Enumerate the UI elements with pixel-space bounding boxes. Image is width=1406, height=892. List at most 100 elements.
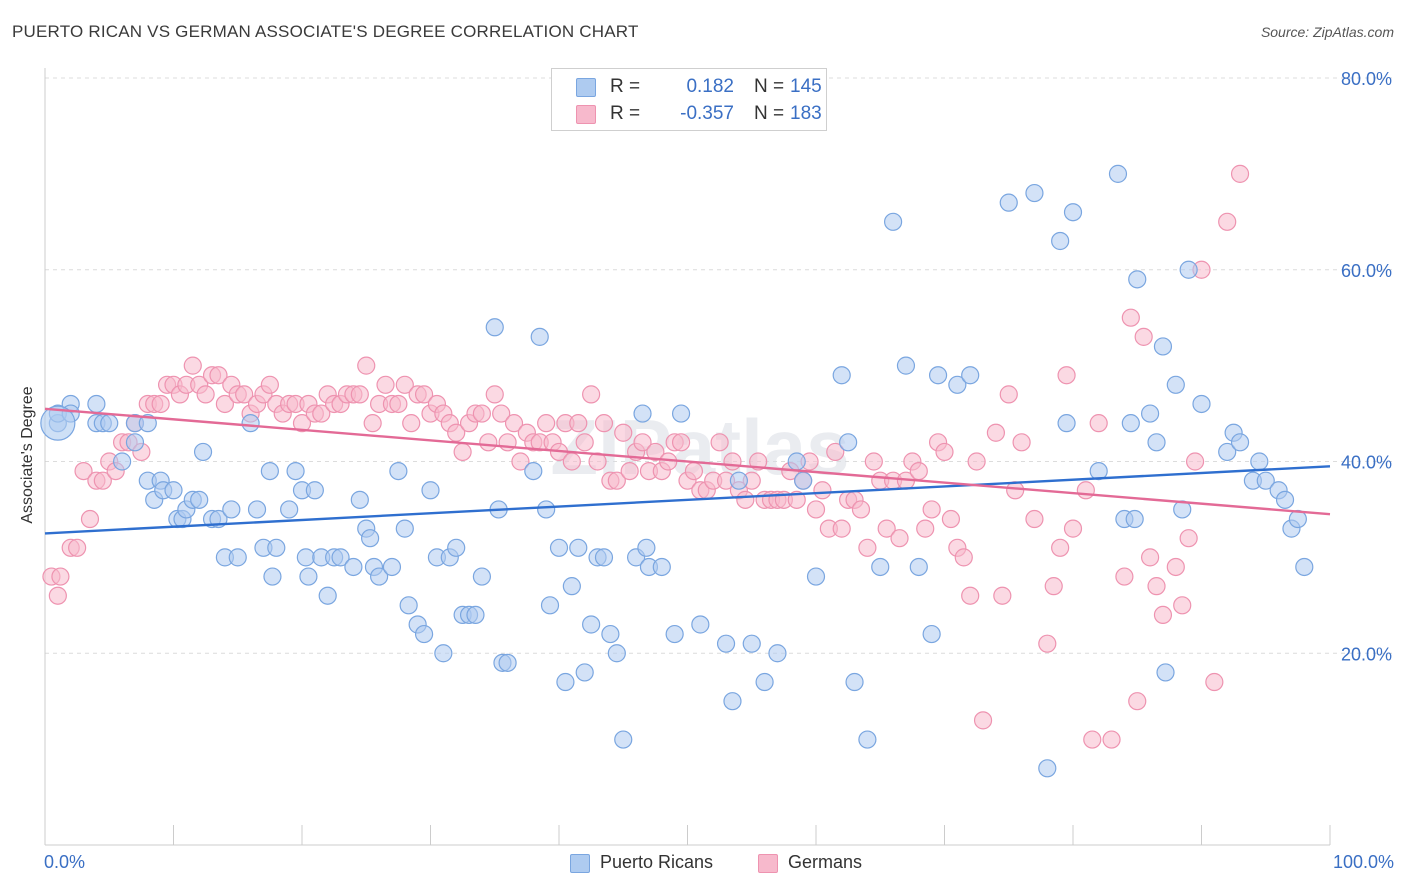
puerto-rican-point [1218, 442, 1237, 462]
puerto-rican-point [922, 624, 941, 644]
german-point [1140, 548, 1160, 567]
puerto-rican-point [1153, 337, 1173, 356]
puerto-rican-point [1147, 433, 1166, 452]
legend-label: Puerto Ricans [600, 852, 714, 872]
puerto-rican-point [466, 605, 485, 625]
german-point [376, 375, 395, 394]
german-point [993, 586, 1012, 605]
german-point [93, 471, 112, 490]
german-point [215, 394, 234, 414]
puerto-rican-point [614, 730, 633, 749]
puerto-rican-point [537, 500, 556, 519]
german-point [196, 385, 215, 404]
german-point [51, 567, 70, 586]
grid-lines [45, 77, 1392, 654]
puerto-rican-point [280, 500, 299, 519]
puerto-rican-point [100, 414, 119, 433]
german-point [511, 452, 530, 471]
german-point [986, 423, 1006, 442]
puerto-rican-point [1140, 404, 1160, 423]
german-point [492, 404, 511, 423]
puerto-rican-point [389, 461, 408, 481]
puerto-rican-point [1230, 433, 1250, 452]
puerto-rican-point [665, 624, 684, 644]
puerto-rican-point [87, 394, 106, 414]
puerto-rican-point [755, 672, 774, 692]
puerto-rican-point [768, 644, 787, 663]
german-point [1166, 557, 1185, 577]
puerto-rican-point [1275, 490, 1295, 509]
german-point [80, 509, 100, 529]
puerto-rican-point [832, 366, 851, 385]
german-point [1089, 414, 1108, 433]
puerto-rican-point [260, 461, 279, 481]
german-point [575, 433, 594, 452]
y-tick-label: 40.0% [1341, 453, 1392, 473]
r-value: -0.357 [680, 103, 734, 124]
puerto-rican-point [267, 538, 286, 557]
puerto-rican-point [1128, 270, 1147, 289]
puerto-rican-point [296, 548, 315, 567]
german-point [916, 519, 935, 538]
puerto-rican-point [1051, 231, 1070, 251]
german-point [877, 519, 896, 538]
german-point [941, 509, 961, 529]
german-point [151, 394, 170, 414]
puerto-rican-point [999, 193, 1018, 212]
puerto-rican-point [594, 548, 614, 567]
german-point [633, 433, 652, 452]
x-tick-max: 100.0% [1332, 852, 1394, 872]
german-point [620, 461, 639, 481]
puerto-rican-point [1063, 203, 1083, 222]
puerto-rican-point [331, 548, 350, 567]
n-label: N = [754, 103, 785, 124]
puerto-rican-point [601, 624, 620, 644]
puerto-rican-point [421, 481, 440, 500]
n-value: 183 [790, 103, 822, 124]
german-point [1134, 327, 1153, 346]
puerto-rican-point [691, 615, 710, 634]
puerto-rican-point [582, 615, 601, 634]
german-point [1115, 567, 1134, 586]
puerto-rican-point [1038, 759, 1057, 778]
puerto-rican-swatch [570, 854, 590, 873]
german-point [1218, 212, 1237, 231]
puerto-rican-point [1166, 375, 1185, 394]
n-label: N = [754, 76, 785, 97]
puerto-rican-point [370, 567, 389, 586]
german-point [1051, 538, 1070, 557]
german-point [582, 385, 601, 404]
puerto-rican-point [858, 730, 877, 749]
german-swatch [576, 105, 596, 124]
puerto-rican-point [498, 653, 517, 672]
german-point [684, 461, 704, 481]
r-value: 0.182 [686, 76, 734, 97]
german-point [671, 433, 691, 452]
puerto-rican-point [729, 471, 749, 490]
german-point [395, 375, 414, 394]
puerto-rican-point [190, 490, 209, 509]
german-point [646, 442, 665, 462]
german-point [1083, 730, 1102, 749]
german-point [504, 414, 524, 433]
german-point [1012, 433, 1031, 452]
german-point [736, 490, 755, 509]
puerto-rican-point [1250, 452, 1269, 471]
german-point [209, 366, 228, 385]
german-point [935, 442, 954, 462]
puerto-rican-point [742, 634, 761, 653]
puerto-rican-point [1192, 394, 1211, 414]
y-tick-labels: 20.0% 40.0% 60.0% 80.0% [1341, 69, 1392, 664]
german-point [961, 586, 980, 605]
german-point [614, 423, 633, 442]
n-value: 145 [790, 76, 822, 97]
puerto-rican-point [524, 461, 543, 481]
puerto-rican-point [286, 461, 305, 481]
german-point [832, 519, 851, 538]
german-point [851, 500, 871, 519]
german-point [858, 538, 877, 557]
german-point [1006, 481, 1025, 500]
german-point [569, 414, 588, 433]
german-point [48, 586, 67, 605]
